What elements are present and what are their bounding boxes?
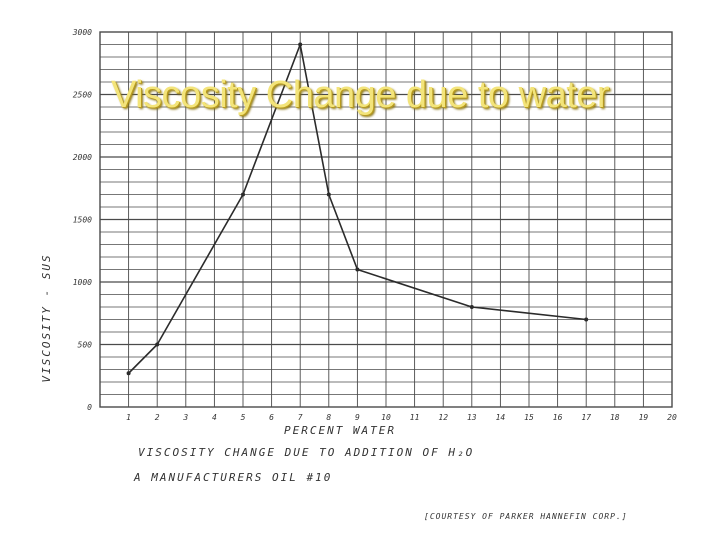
chart-caption-title: VISCOSITY CHANGE DUE TO ADDITION OF H₂O: [138, 446, 474, 459]
y-tick-label: 0: [87, 403, 92, 412]
x-tick-label: 5: [241, 413, 246, 422]
x-tick-labels: 1 2 3 4 5 6 7 8 9 10 11 12 13 14 15 16 17 18 19 20: [126, 413, 677, 422]
data-point: [126, 371, 131, 376]
x-tick-label: 8: [326, 413, 331, 422]
chart-grid: [99, 31, 673, 408]
y-tick-label: 1000: [73, 278, 92, 287]
x-axis-label: PERCENT WATER: [284, 424, 396, 437]
data-point: [155, 342, 160, 347]
chart-credit: [COURTESY OF PARKER HANNEFIN CORP.]: [424, 512, 628, 521]
x-tick-label: 14: [496, 413, 506, 422]
y-axis-label: VISCOSITY - SUS: [40, 253, 53, 382]
x-tick-label: 13: [467, 413, 477, 422]
series-layer: [126, 42, 589, 376]
x-tick-label: 11: [410, 413, 420, 422]
data-point: [469, 305, 474, 309]
y-tick-labels: 0 500 1000 1500 2000 2500 3000: [72, 28, 92, 412]
x-tick-label: 16: [553, 413, 563, 422]
x-tick-label: 3: [182, 413, 188, 422]
x-tick-label: 7: [298, 413, 303, 422]
x-tick-label: 12: [438, 413, 448, 422]
data-point: [298, 42, 303, 47]
data-point: [584, 317, 589, 322]
y-tick-label: 2000: [73, 153, 92, 162]
x-tick-label: 15: [524, 413, 534, 422]
x-tick-label: 9: [355, 413, 360, 422]
series-line: [128, 43, 587, 374]
y-tick-label: 1500: [73, 216, 92, 225]
data-point: [355, 267, 360, 272]
data-point: [241, 192, 245, 197]
x-tick-label: 20: [667, 413, 677, 422]
y-tick-label: 500: [78, 341, 93, 350]
x-tick-label: 19: [639, 413, 649, 422]
y-tick-label: 3000: [72, 28, 92, 37]
x-tick-label: 10: [381, 413, 391, 422]
x-tick-label: 6: [269, 413, 274, 422]
x-tick-label: 17: [581, 413, 591, 422]
x-tick-label: 2: [155, 413, 160, 422]
chart-caption-subtitle: A MANUFACTURERS OIL #10: [133, 471, 332, 484]
x-tick-label: 18: [610, 413, 620, 422]
y-tick-label: 2500: [73, 91, 92, 100]
x-tick-label: 4: [212, 413, 217, 422]
data-point: [326, 192, 331, 197]
x-tick-label: 1: [126, 413, 131, 422]
